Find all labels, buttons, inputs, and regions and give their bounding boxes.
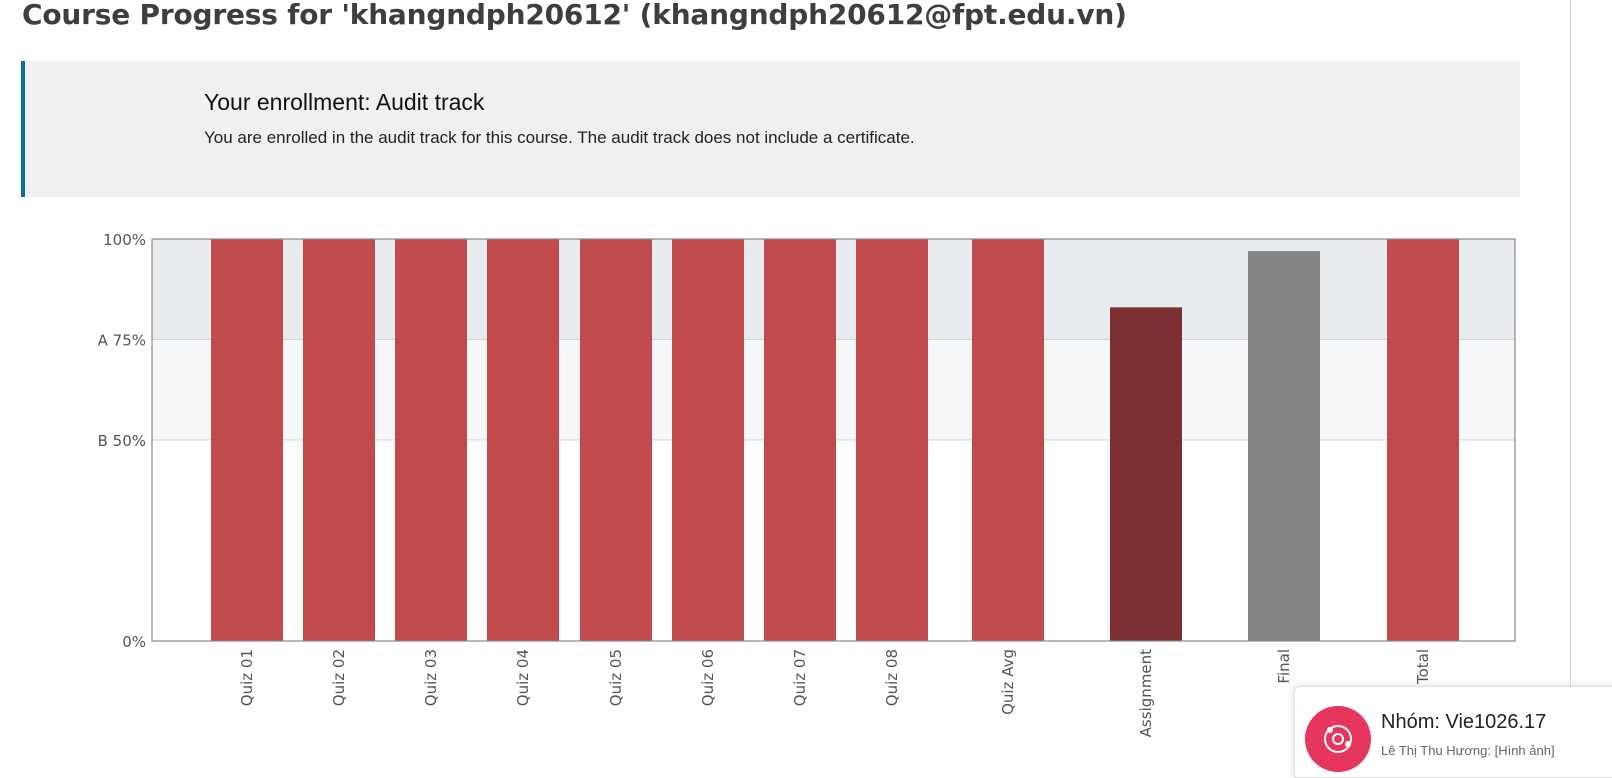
chat-notification[interactable]: Nhóm: Vie1026.17 Lê Thị Thu Hương: [Hình…: [1294, 686, 1612, 778]
notification-title: Nhóm: Vie1026.17: [1381, 711, 1547, 733]
y-tick-label: 100%: [103, 231, 146, 249]
enrollment-title: Your enrollment: Audit track: [204, 89, 485, 115]
y-tick-label: A 75%: [98, 332, 146, 350]
bar-quiz-08: [856, 239, 928, 641]
x-tick-label: Quiz 01: [238, 649, 256, 706]
x-tick-label: Quiz 08: [883, 649, 901, 706]
plot-border: [151, 238, 1516, 642]
bar-final: [1248, 251, 1320, 641]
bar-quiz-07: [764, 239, 836, 641]
x-tick-label: Quiz 07: [791, 649, 809, 706]
bar-quiz-03: [395, 239, 467, 641]
x-tick-label: Quiz 03: [422, 649, 440, 706]
notification-subtitle: Lê Thị Thu Hương: [Hình ảnh]: [1381, 743, 1555, 758]
bar-quiz-06: [672, 239, 744, 641]
x-tick-label: Quiz 04: [514, 649, 532, 706]
x-tick-label: Quiz 02: [330, 649, 348, 706]
bar-quiz-avg: [972, 239, 1044, 641]
x-tick-label: Total: [1414, 649, 1432, 685]
page-title: Course Progress for 'khangndph20612' (kh…: [22, 0, 1127, 31]
progress-chart: 100% A 75% B 50% 0% Quiz 01 Quiz 02 Quiz 03 Qui…: [98, 231, 1516, 737]
bar-total: [1387, 239, 1459, 641]
x-tick-label: Final: [1275, 649, 1293, 684]
y-tick-label: 0%: [122, 633, 146, 651]
bar-assignment: [1110, 307, 1182, 641]
group-chat-icon: [1305, 706, 1371, 772]
x-tick-label: Quiz 06: [699, 649, 717, 706]
enrollment-banner: Your enrollment: Audit track You are enr…: [21, 61, 1520, 197]
scrollbar-rail[interactable]: [1570, 0, 1571, 752]
x-tick-label: Assignment: [1137, 649, 1155, 737]
bar-quiz-04: [487, 239, 559, 641]
x-tick-label: Quiz 05: [607, 649, 625, 706]
bar-quiz-02: [303, 239, 375, 641]
y-tick-label: B 50%: [98, 432, 146, 450]
x-tick-label: Quiz Avg: [999, 649, 1017, 715]
bar-quiz-01: [211, 239, 283, 641]
enrollment-message: You are enrolled in the audit track for …: [204, 128, 915, 147]
bar-quiz-05: [580, 239, 652, 641]
